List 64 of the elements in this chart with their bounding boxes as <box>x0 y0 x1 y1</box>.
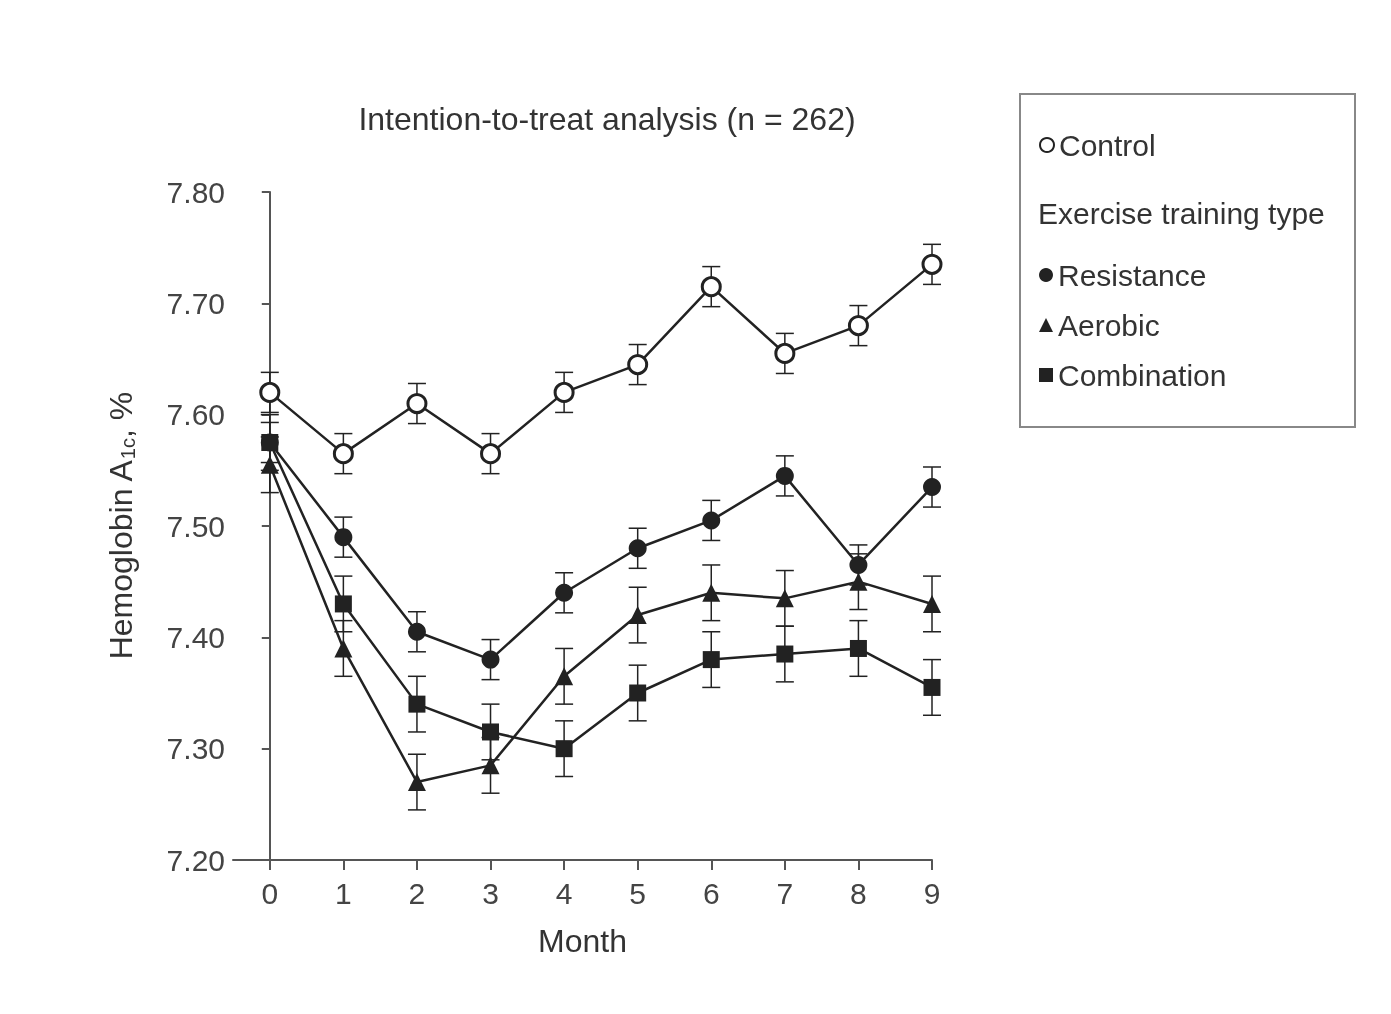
y-tick-label: 7.80 <box>166 175 225 209</box>
x-tick-label: 8 <box>850 876 867 910</box>
point <box>628 606 647 625</box>
point <box>627 354 649 376</box>
legend-label: Resistance <box>1058 258 1207 292</box>
point <box>259 381 281 403</box>
point <box>481 756 500 775</box>
y-axis-title: Hemoglobin A1c, % <box>103 391 139 660</box>
point <box>332 443 354 465</box>
x-tick-label: 0 <box>261 876 279 910</box>
point <box>480 443 502 465</box>
point <box>481 650 500 669</box>
point <box>776 645 794 663</box>
point <box>407 622 426 641</box>
x-tick-label: 4 <box>555 876 573 910</box>
x-tick-label: 6 <box>702 876 720 910</box>
legend-label: Control <box>1059 128 1156 162</box>
x-tick-label: 2 <box>408 876 426 910</box>
y-tick-label: 7.60 <box>166 398 225 432</box>
point <box>774 342 796 364</box>
point <box>702 511 721 530</box>
y-tick-label: 7.20 <box>166 843 225 877</box>
point <box>261 434 279 451</box>
point <box>923 478 941 497</box>
point <box>407 773 426 792</box>
y-tick-label: 7.30 <box>166 732 225 766</box>
point <box>702 583 721 602</box>
point <box>923 594 941 613</box>
x-tick-label: 1 <box>335 876 352 910</box>
point <box>482 723 500 741</box>
x-tick-label: 5 <box>629 876 647 910</box>
y-tick-label: 7.50 <box>166 509 225 543</box>
point <box>775 466 794 485</box>
y-tick-label: 7.70 <box>166 286 225 320</box>
point <box>702 651 720 669</box>
chart-title: Intention-to-treat analysis (n = 262) <box>358 101 856 137</box>
point <box>260 455 279 474</box>
legend-title: Exercise training type <box>1038 196 1325 230</box>
point <box>628 539 647 558</box>
point <box>849 639 867 657</box>
x-tick-label: 3 <box>482 876 499 910</box>
point <box>334 595 352 613</box>
point <box>406 393 428 415</box>
point <box>334 639 353 658</box>
x-axis-title: Month <box>538 923 627 959</box>
point <box>775 589 794 608</box>
point <box>553 381 575 403</box>
point <box>700 276 722 298</box>
legend-label: Aerobic <box>1058 308 1160 342</box>
point <box>923 678 941 696</box>
x-tick-label: 7 <box>776 876 794 910</box>
point <box>334 528 353 547</box>
point <box>629 684 647 702</box>
point <box>921 253 943 275</box>
point <box>555 667 574 686</box>
legend-label: Combination <box>1058 358 1227 392</box>
x-tick-label: 9 <box>923 876 941 910</box>
point <box>849 555 868 574</box>
point <box>555 740 573 758</box>
point <box>849 572 868 591</box>
point <box>847 315 869 337</box>
point <box>555 583 574 602</box>
y-tick-label: 7.40 <box>166 620 225 654</box>
point <box>408 695 426 713</box>
